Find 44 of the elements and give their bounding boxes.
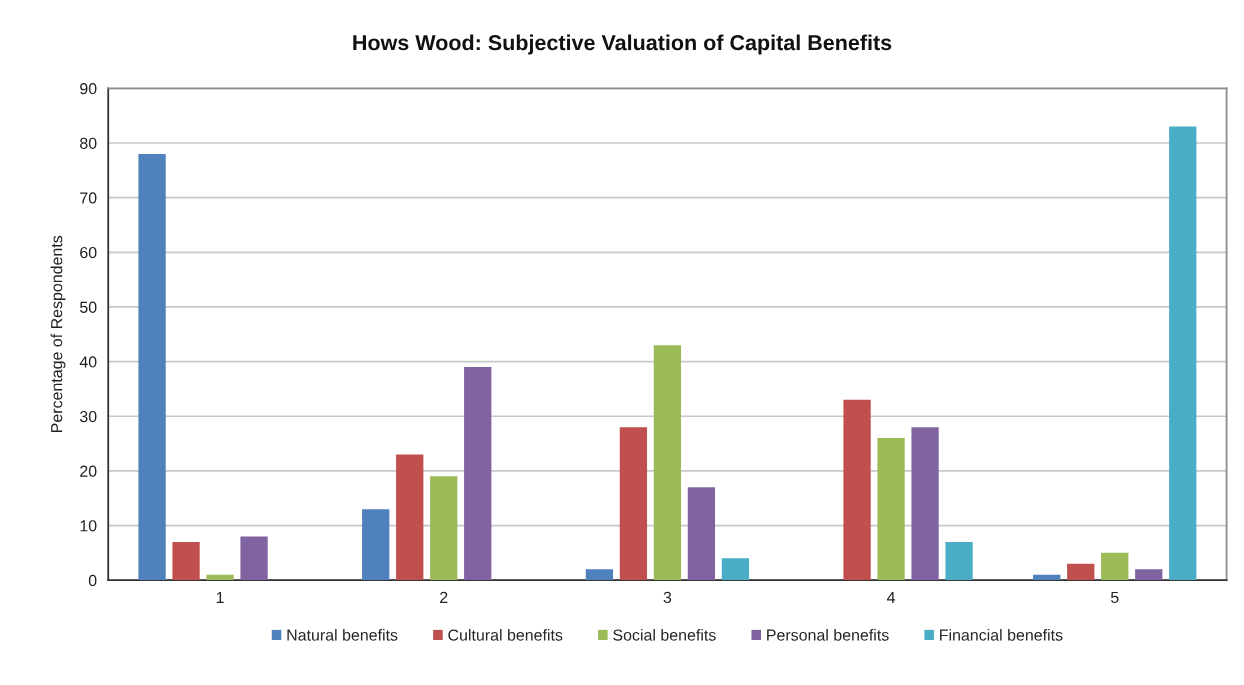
y-tick-label: 10 xyxy=(80,520,97,532)
y-tick-label: 80 xyxy=(80,137,97,149)
x-tick-label: 1 xyxy=(216,591,224,603)
bar xyxy=(138,153,166,581)
y-tick-label: 60 xyxy=(80,246,97,259)
bar xyxy=(653,345,682,581)
y-tick-label: 30 xyxy=(79,410,97,423)
bar xyxy=(687,487,716,581)
y-tick-label: 70 xyxy=(80,192,97,204)
bar xyxy=(430,476,458,581)
bar xyxy=(945,541,973,581)
bar xyxy=(721,558,750,581)
bar xyxy=(877,438,905,581)
bar xyxy=(585,569,614,581)
bar xyxy=(1033,574,1061,581)
x-tick-label: 4 xyxy=(887,591,896,603)
legend-label: Social benefits xyxy=(613,629,716,641)
x-tick-label: 3 xyxy=(663,591,672,604)
y-tick-label: 50 xyxy=(79,301,97,313)
legend-label: Cultural benefits xyxy=(448,629,563,641)
y-tick-label: 20 xyxy=(80,465,97,477)
bar xyxy=(911,427,939,581)
legend-label: Financial benefits xyxy=(940,629,1063,641)
y-tick-label: 0 xyxy=(88,574,97,587)
bar xyxy=(619,427,648,581)
bar xyxy=(1067,563,1095,581)
bar xyxy=(843,399,871,581)
chart-title: Hows Wood: Subjective Valuation of Capital Benefits xyxy=(353,34,892,55)
y-tick-label: 90 xyxy=(80,83,97,95)
bar xyxy=(1135,569,1163,581)
x-tick-label: 2 xyxy=(440,591,448,603)
legend-label: Personal benefits xyxy=(767,629,889,641)
y-axis-title: Percentage of Respondents xyxy=(50,235,66,432)
bar xyxy=(1101,552,1129,581)
y-tick-label: 40 xyxy=(79,356,97,368)
legend-label: Natural benefits xyxy=(287,629,398,641)
bar xyxy=(240,536,268,581)
x-tick-label: 5 xyxy=(1110,591,1119,604)
bar xyxy=(464,367,492,581)
bar xyxy=(362,509,390,581)
bar xyxy=(1169,126,1197,581)
bar xyxy=(172,541,200,581)
bar xyxy=(396,454,424,581)
bar xyxy=(206,574,234,581)
